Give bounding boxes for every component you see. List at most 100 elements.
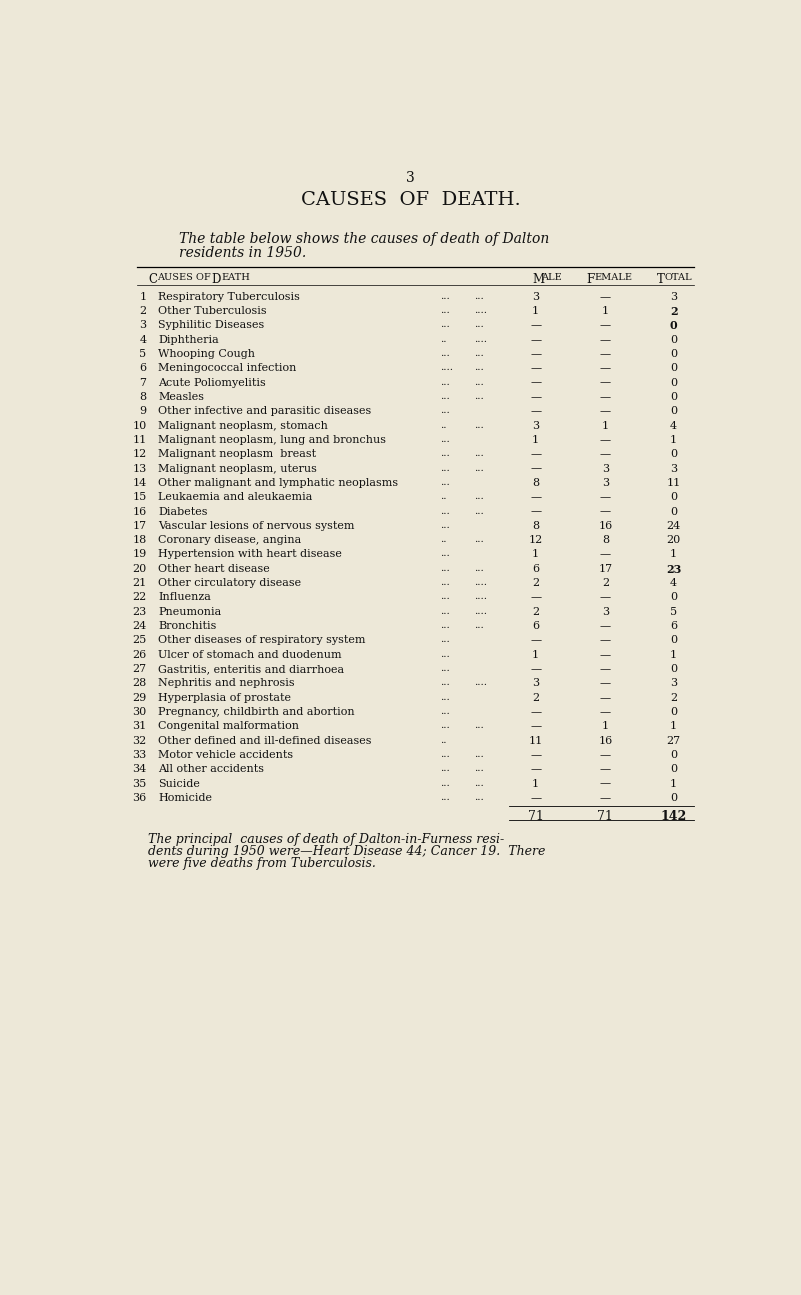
Text: —: — (530, 348, 541, 359)
Text: 1: 1 (532, 435, 539, 445)
Text: 3: 3 (406, 171, 415, 185)
Text: —: — (530, 392, 541, 401)
Text: Other Tuberculosis: Other Tuberculosis (159, 306, 267, 316)
Text: 12: 12 (529, 535, 543, 545)
Text: Other malignant and lymphatic neoplasms: Other malignant and lymphatic neoplasms (159, 478, 398, 488)
Text: —: — (530, 464, 541, 474)
Text: Meningococcal infection: Meningococcal infection (159, 364, 296, 373)
Text: ...: ... (440, 664, 449, 673)
Text: —: — (600, 750, 611, 760)
Text: ...: ... (440, 449, 449, 458)
Text: Gastritis, enteritis and diarrhoea: Gastritis, enteritis and diarrhoea (159, 664, 344, 675)
Text: —: — (600, 592, 611, 602)
Text: ...: ... (440, 464, 449, 473)
Text: —: — (600, 622, 611, 631)
Text: D: D (211, 273, 221, 286)
Text: Nephritis and nephrosis: Nephritis and nephrosis (159, 679, 295, 689)
Text: 3: 3 (602, 607, 609, 616)
Text: ...: ... (440, 563, 449, 572)
Text: 6: 6 (532, 622, 539, 631)
Text: ...: ... (440, 636, 449, 645)
Text: ...: ... (473, 320, 484, 329)
Text: 32: 32 (132, 736, 147, 746)
Text: 0: 0 (670, 320, 678, 332)
Text: 1: 1 (670, 549, 677, 559)
Text: 19: 19 (132, 549, 147, 559)
Text: Other heart disease: Other heart disease (159, 563, 270, 574)
Text: 71: 71 (598, 809, 614, 822)
Text: 18: 18 (132, 535, 147, 545)
Text: ...: ... (440, 693, 449, 702)
Text: ...: ... (473, 721, 484, 730)
Text: —: — (600, 679, 611, 689)
Text: 1: 1 (139, 291, 147, 302)
Text: Syphilitic Diseases: Syphilitic Diseases (159, 320, 264, 330)
Text: —: — (530, 592, 541, 602)
Text: 5: 5 (139, 348, 147, 359)
Text: ....: .... (473, 679, 487, 688)
Text: ...: ... (473, 764, 484, 773)
Text: CAUSES  OF  DEATH.: CAUSES OF DEATH. (300, 190, 521, 208)
Text: 7: 7 (139, 378, 147, 387)
Text: —: — (530, 378, 541, 387)
Text: Leukaemia and aleukaemia: Leukaemia and aleukaemia (159, 492, 312, 502)
Text: ...: ... (473, 421, 484, 430)
Text: Coronary disease, angina: Coronary disease, angina (159, 535, 301, 545)
Text: 26: 26 (132, 650, 147, 659)
Text: ...: ... (473, 348, 484, 357)
Text: —: — (600, 650, 611, 659)
Text: All other accidents: All other accidents (159, 764, 264, 774)
Text: ..: .. (440, 492, 446, 501)
Text: ...: ... (473, 750, 484, 759)
Text: 24: 24 (132, 622, 147, 631)
Text: 35: 35 (132, 778, 147, 789)
Text: 0: 0 (670, 707, 677, 717)
Text: —: — (600, 778, 611, 789)
Text: 4: 4 (670, 578, 677, 588)
Text: 14: 14 (132, 478, 147, 488)
Text: —: — (530, 750, 541, 760)
Text: Acute Poliomyelitis: Acute Poliomyelitis (159, 378, 266, 387)
Text: Other defined and ill-defined diseases: Other defined and ill-defined diseases (159, 736, 372, 746)
Text: ...: ... (440, 778, 449, 787)
Text: M: M (533, 273, 545, 286)
Text: 1: 1 (670, 435, 677, 445)
Text: 0: 0 (670, 364, 677, 373)
Text: 1: 1 (602, 721, 609, 732)
Text: —: — (600, 707, 611, 717)
Text: ...: ... (440, 622, 449, 631)
Text: ...: ... (473, 793, 484, 802)
Text: ...: ... (440, 679, 449, 688)
Text: 3: 3 (602, 464, 609, 474)
Text: ...: ... (440, 764, 449, 773)
Text: 3: 3 (532, 679, 539, 689)
Text: —: — (600, 506, 611, 517)
Text: ....: .... (473, 578, 487, 587)
Text: dents during 1950 were—Heart Disease 44; Cancer 19.  There: dents during 1950 were—Heart Disease 44;… (148, 846, 545, 859)
Text: ...: ... (440, 407, 449, 416)
Text: —: — (530, 506, 541, 517)
Text: 23: 23 (666, 563, 682, 575)
Text: 21: 21 (132, 578, 147, 588)
Text: 6: 6 (670, 622, 677, 631)
Text: —: — (600, 449, 611, 460)
Text: —: — (600, 378, 611, 387)
Text: ...: ... (440, 721, 449, 730)
Text: 22: 22 (132, 592, 147, 602)
Text: 3: 3 (532, 291, 539, 302)
Text: 27: 27 (666, 736, 681, 746)
Text: ..: .. (440, 535, 446, 544)
Text: 3: 3 (139, 320, 147, 330)
Text: ...: ... (440, 435, 449, 444)
Text: 1: 1 (532, 549, 539, 559)
Text: 13: 13 (132, 464, 147, 474)
Text: 15: 15 (132, 492, 147, 502)
Text: Hypertension with heart disease: Hypertension with heart disease (159, 549, 342, 559)
Text: Other infective and parasitic diseases: Other infective and parasitic diseases (159, 407, 372, 416)
Text: 0: 0 (670, 334, 677, 344)
Text: 3: 3 (670, 291, 677, 302)
Text: 11: 11 (529, 736, 543, 746)
Text: —: — (600, 364, 611, 373)
Text: 25: 25 (132, 636, 147, 645)
Text: 1: 1 (670, 650, 677, 659)
